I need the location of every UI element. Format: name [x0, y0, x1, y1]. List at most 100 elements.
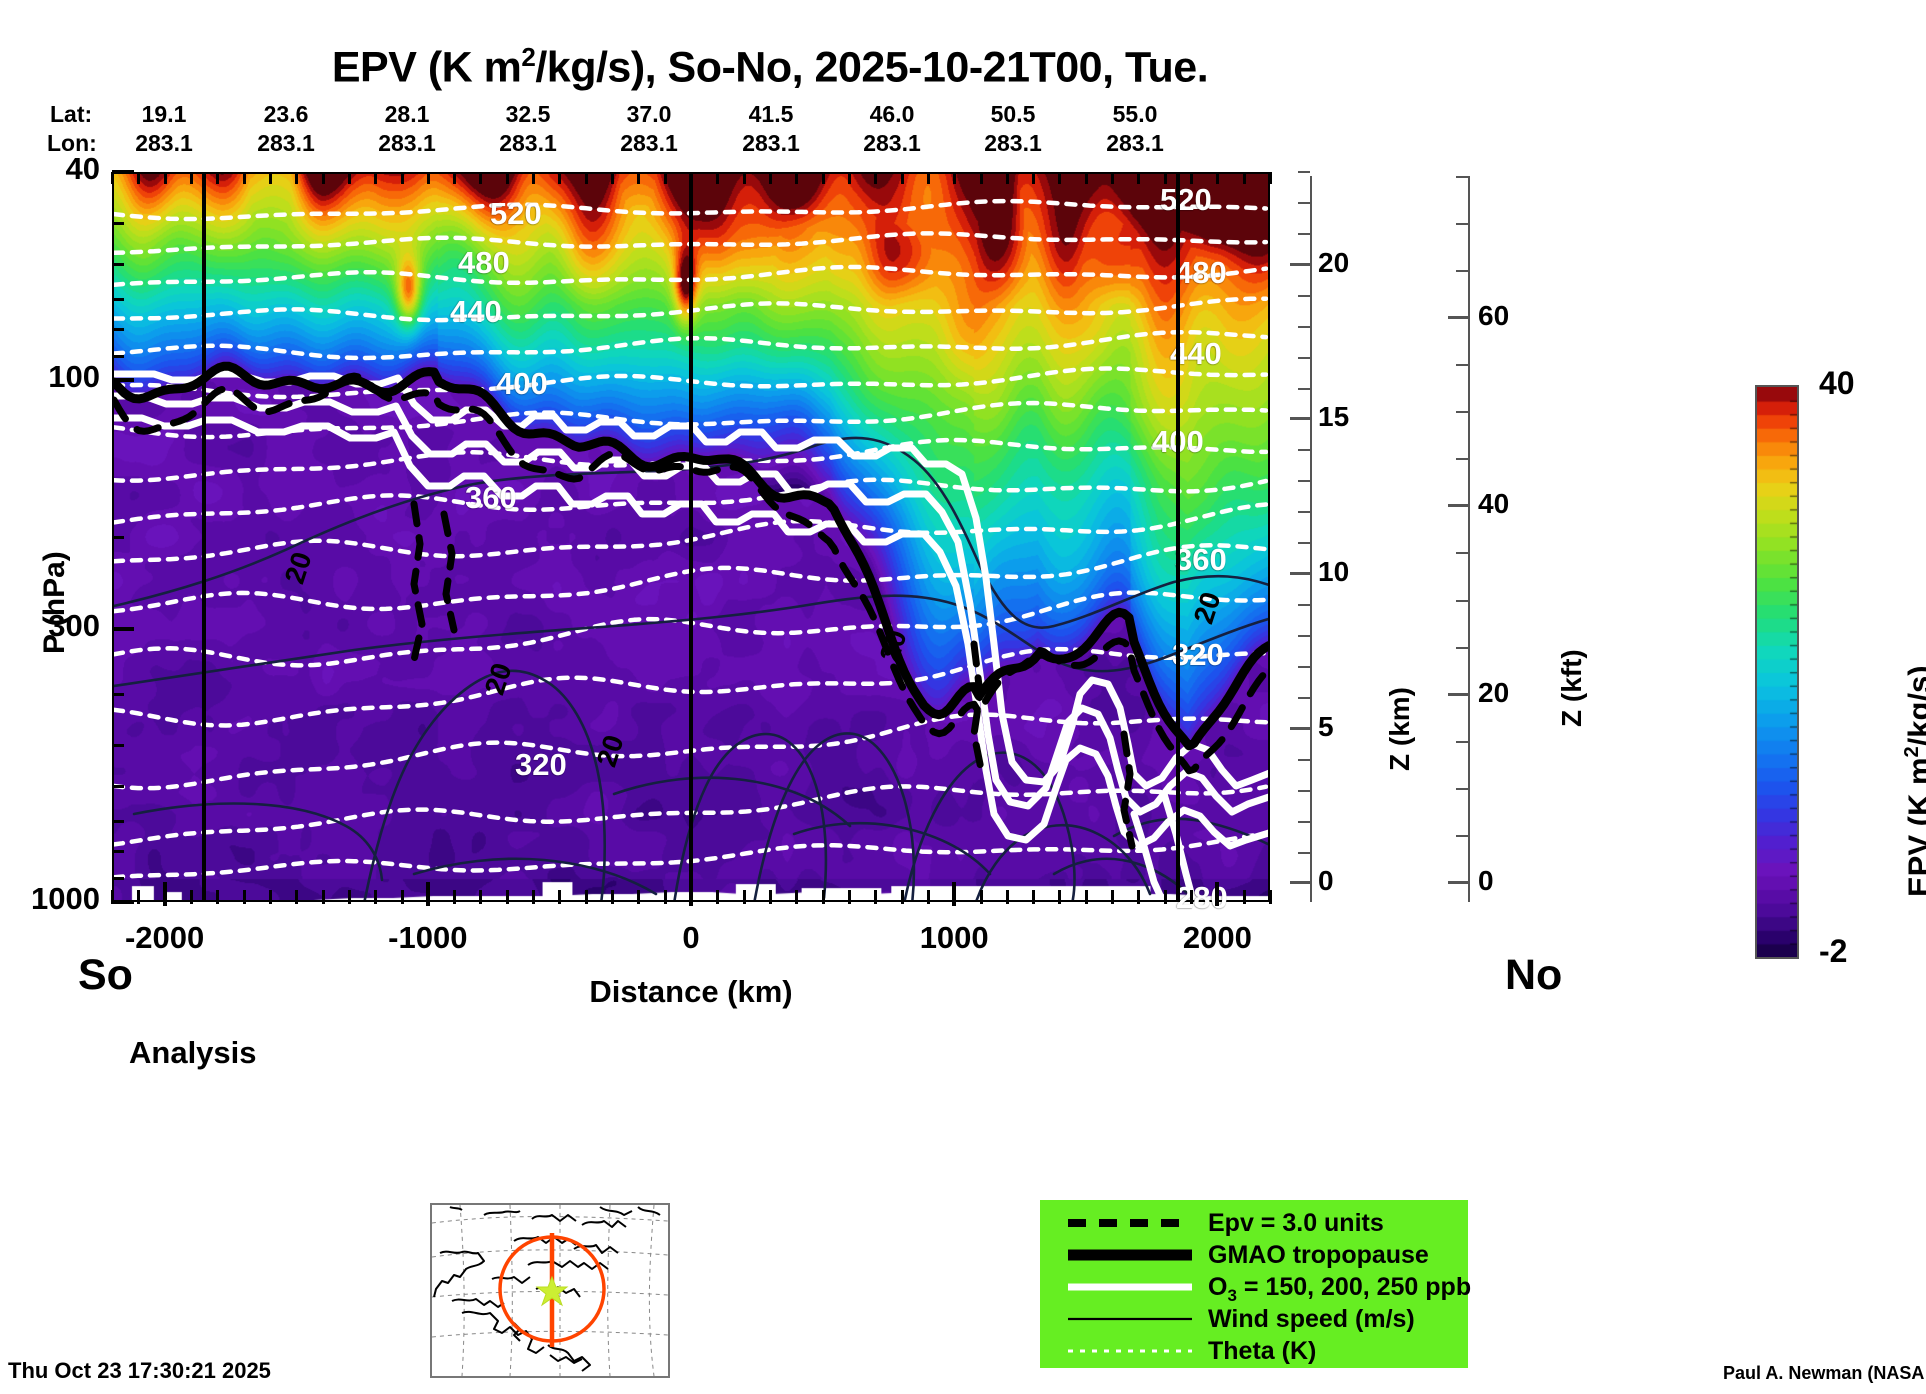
o3-contour-4 — [1160, 790, 1197, 900]
lat-value-8: 55.0 — [1112, 101, 1158, 127]
x-minor--300 — [611, 890, 615, 904]
page-title: EPV (K m2/kg/s), So-No, 2025-10-21T00, T… — [0, 42, 1540, 92]
x-minor--2200 — [111, 890, 114, 904]
x-top-minor--1700 — [242, 172, 246, 184]
x-top-minor--1800 — [216, 172, 220, 184]
x-minor--1400 — [321, 890, 325, 904]
zkft-minor-0 — [1456, 882, 1468, 885]
zkm-minor-6 — [1298, 696, 1310, 699]
lon-value-2: 283.1 — [378, 130, 436, 156]
legend-swatch-0 — [1068, 1219, 1192, 1227]
x-minor--900 — [453, 890, 457, 904]
lon-value-6: 283.1 — [863, 130, 921, 156]
title-superscript: 2 — [521, 42, 536, 72]
zkm-minor-17 — [1298, 356, 1310, 359]
x-minor-1700 — [1137, 890, 1141, 904]
x-minor-900 — [926, 890, 930, 904]
legend-item-2: O3 = 150, 200, 250 ppb — [1040, 1272, 1472, 1305]
x-minor-2000 — [1216, 890, 1220, 904]
p-minor-700 — [112, 820, 124, 824]
theta-label-360-10: 360 — [1175, 542, 1227, 577]
x-minor-200 — [742, 890, 746, 904]
x-tick--2000: -2000 — [124, 920, 205, 955]
z-km-axis-line — [1310, 176, 1312, 902]
x-minor--1700 — [242, 890, 246, 904]
lat-value-0: 19.1 — [141, 101, 187, 127]
zkft-minor-15 — [1456, 740, 1468, 743]
lat-row-label: Lat: — [50, 101, 93, 127]
theta-label-400-3: 400 — [496, 366, 548, 401]
x-minor--700 — [505, 890, 509, 904]
x-top-minor--1100 — [400, 172, 404, 184]
legend-label-2-rest: = 150, 200, 250 ppb — [1236, 1273, 1472, 1301]
zkft-minor-65 — [1456, 269, 1468, 272]
lat-value-4: 37.0 — [626, 101, 672, 127]
z-kft-axis-label: Z (kft) — [1556, 649, 1587, 727]
zkm-minor-9 — [1298, 604, 1310, 607]
x-top-minor-2200 — [1269, 172, 1272, 184]
x-minor--400 — [584, 890, 588, 904]
wind-contour-3 — [673, 732, 828, 900]
wind-contour-10 — [412, 857, 658, 896]
x-top-minor-800 — [900, 172, 904, 184]
x-minor--1200 — [374, 890, 378, 904]
zkm-minor-2 — [1298, 820, 1310, 823]
wind-contour-4 — [753, 732, 916, 900]
x-top-minor--2100 — [137, 172, 141, 184]
zkft-minor-25 — [1456, 646, 1468, 649]
zkft-minor-40 — [1456, 505, 1468, 508]
zkft-tick-20: 20 — [1478, 676, 1510, 708]
p-axis-label: P (hPa) — [38, 550, 71, 654]
vertical-reference-line-1 — [689, 172, 693, 902]
x-top-minor--200 — [637, 172, 641, 184]
epv-3-contour — [114, 372, 1268, 775]
zkft-tick-0: 0 — [1478, 865, 1494, 897]
legend-label-3: Wind speed (m/s) — [1208, 1305, 1415, 1333]
inset-location-map[interactable] — [430, 1203, 670, 1378]
x-top-minor--1900 — [189, 172, 193, 184]
lat-value-5: 41.5 — [748, 101, 794, 127]
x-top-minor--1400 — [321, 172, 325, 184]
zkft-minor-35 — [1456, 552, 1468, 555]
theta-label-520-6: 520 — [1160, 182, 1212, 217]
p-tick-1000: 1000 — [31, 881, 100, 916]
legend-label-0: Epv = 3.0 units — [1208, 1209, 1384, 1237]
x-top-minor-2100 — [1242, 172, 1246, 184]
lon-value-3: 283.1 — [499, 130, 557, 156]
zkm-minor-14 — [1298, 449, 1310, 452]
zkm-tick-5: 5 — [1318, 710, 1334, 742]
x-top-minor--100 — [663, 172, 667, 184]
theta-label-440-2: 440 — [450, 294, 502, 329]
legend-item-1: GMAO tropopause — [1040, 1240, 1468, 1272]
south-endpoint-label: So — [78, 951, 133, 999]
z-km-axis-label: Z (km) — [1384, 686, 1415, 771]
lat-value-2: 28.1 — [384, 101, 430, 127]
x-top-minor-0 — [690, 172, 693, 184]
lon-value-0: 283.1 — [135, 130, 193, 156]
lat-value-1: 23.6 — [263, 101, 309, 127]
title-text-a: EPV (K m — [331, 43, 522, 92]
cb-title-a: EPV (K m — [1901, 757, 1926, 897]
cb-title-b: /kg/s) — [1901, 665, 1926, 747]
lon-row-label: Lon: — [47, 130, 97, 156]
x-top-minor-400 — [795, 172, 799, 184]
legend-item-3: Wind speed (m/s) — [1040, 1304, 1468, 1336]
x-minor-1600 — [1111, 890, 1115, 904]
zkm-minor-13 — [1298, 480, 1310, 483]
x-minor-600 — [847, 890, 851, 904]
x-minor-1200 — [1005, 890, 1009, 904]
zkm-minor-16 — [1298, 387, 1310, 390]
zkm-minor-21 — [1298, 232, 1310, 235]
theta-label-360-4: 360 — [465, 480, 517, 515]
zkft-minor-20 — [1456, 693, 1468, 696]
zkft-minor-10 — [1456, 787, 1468, 790]
lat-value-7: 50.5 — [990, 101, 1036, 127]
epv-3-contour-fragment-3 — [970, 640, 986, 778]
zkm-minor-15 — [1298, 418, 1310, 421]
x-top-minor--1500 — [295, 172, 299, 184]
o3-contour-3 — [1130, 810, 1167, 900]
x-top-minor-1400 — [1058, 172, 1062, 184]
legend-item-4: Theta (K) — [1040, 1336, 1468, 1368]
legend-label-1: GMAO tropopause — [1208, 1241, 1429, 1269]
p-minor-400 — [112, 693, 124, 697]
